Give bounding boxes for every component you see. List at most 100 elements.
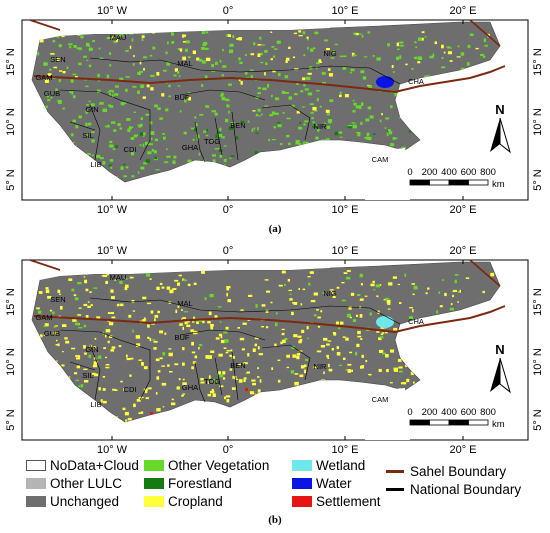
change-pixel xyxy=(353,32,356,35)
sahel-boundary xyxy=(33,305,506,334)
change-pixel xyxy=(212,159,216,162)
change-pixel xyxy=(223,145,227,147)
change-pixel xyxy=(210,350,215,353)
change-pixel xyxy=(460,67,465,70)
change-pixel xyxy=(298,143,302,145)
change-pixel xyxy=(483,38,486,43)
change-pixel xyxy=(138,397,142,400)
change-pixel xyxy=(174,363,179,366)
change-pixel xyxy=(396,56,400,61)
change-pixel xyxy=(342,336,346,338)
change-pixel xyxy=(357,132,361,137)
change-pixel xyxy=(84,352,87,355)
change-pixel xyxy=(187,159,192,163)
change-pixel xyxy=(306,36,309,39)
change-pixel xyxy=(204,75,208,79)
change-pixel xyxy=(143,132,146,136)
change-pixel xyxy=(196,134,200,139)
change-pixel xyxy=(414,41,417,44)
north-arrow-icon-outline xyxy=(499,117,511,154)
change-pixel xyxy=(130,151,135,156)
national-border xyxy=(194,361,206,403)
change-pixel xyxy=(441,44,444,49)
change-pixel xyxy=(223,158,227,163)
change-pixel xyxy=(294,381,299,386)
change-pixel xyxy=(104,125,109,128)
change-pixel xyxy=(349,316,352,319)
change-pixel xyxy=(183,131,187,135)
change-pixel xyxy=(38,291,43,294)
change-pixel xyxy=(315,136,319,140)
change-pixel xyxy=(222,65,227,68)
change-pixel xyxy=(191,366,194,370)
change-pixel xyxy=(203,130,207,133)
change-pixel xyxy=(105,329,111,333)
change-pixel xyxy=(141,38,144,41)
change-pixel xyxy=(305,358,308,361)
change-pixel xyxy=(317,325,321,328)
change-pixel xyxy=(351,122,356,124)
change-pixel xyxy=(222,371,226,375)
change-pixel xyxy=(128,314,132,318)
change-pixel xyxy=(69,46,72,49)
change-pixel xyxy=(316,62,320,65)
change-pixel xyxy=(97,89,101,93)
change-pixel xyxy=(110,36,115,39)
change-pixel xyxy=(286,354,290,358)
change-pixel xyxy=(186,40,190,44)
change-pixel xyxy=(94,373,99,377)
lon-label-bottom: 20° E xyxy=(449,444,476,456)
change-pixel xyxy=(99,102,104,105)
change-pixel xyxy=(226,350,231,352)
change-pixel xyxy=(434,41,437,45)
scale-bar-tick: 800 xyxy=(480,167,496,178)
change-pixel xyxy=(71,347,76,350)
change-pixel xyxy=(56,36,60,38)
change-pixel xyxy=(342,66,347,70)
change-pixel xyxy=(432,53,435,57)
change-pixel xyxy=(147,324,150,328)
change-pixel xyxy=(350,68,355,72)
lat-label-right: 10° N xyxy=(532,108,544,136)
change-pixel xyxy=(181,318,183,321)
change-pixel xyxy=(392,276,397,279)
change-pixel xyxy=(316,350,322,353)
change-pixel xyxy=(310,111,314,114)
sahel-boundary-north xyxy=(29,259,501,287)
scale-bar-tick: 200 xyxy=(422,407,438,418)
change-pixel xyxy=(55,344,59,346)
change-pixel xyxy=(229,49,234,54)
change-pixel xyxy=(59,70,63,72)
change-pixel xyxy=(78,327,83,329)
change-pixel xyxy=(166,148,168,151)
change-pixel xyxy=(149,54,153,57)
change-pixel xyxy=(221,136,225,139)
change-pixel xyxy=(150,137,153,141)
national-border xyxy=(214,357,223,396)
lon-label-bottom: 10° E xyxy=(331,204,358,216)
change-pixel xyxy=(240,81,243,85)
change-pixel xyxy=(93,357,97,360)
change-pixel xyxy=(337,327,341,330)
change-pixel xyxy=(205,355,209,359)
change-pixel xyxy=(218,134,223,137)
change-pixel xyxy=(120,166,124,170)
change-pixel xyxy=(92,40,95,43)
change-pixel xyxy=(255,304,258,308)
change-pixel xyxy=(329,99,334,102)
country-label: GIN xyxy=(85,345,98,354)
change-pixel xyxy=(100,399,103,403)
change-pixel xyxy=(367,106,372,110)
change-pixel xyxy=(112,90,114,94)
change-pixel xyxy=(417,37,422,41)
change-pixel xyxy=(115,145,119,149)
change-pixel xyxy=(353,102,357,106)
change-pixel xyxy=(201,47,205,50)
change-pixel xyxy=(71,288,75,292)
change-pixel xyxy=(43,325,47,328)
legend-label: Other LULC xyxy=(50,476,123,491)
change-pixel xyxy=(288,142,291,146)
change-pixel xyxy=(182,382,187,386)
change-pixel xyxy=(38,310,42,314)
change-pixel xyxy=(355,32,359,36)
